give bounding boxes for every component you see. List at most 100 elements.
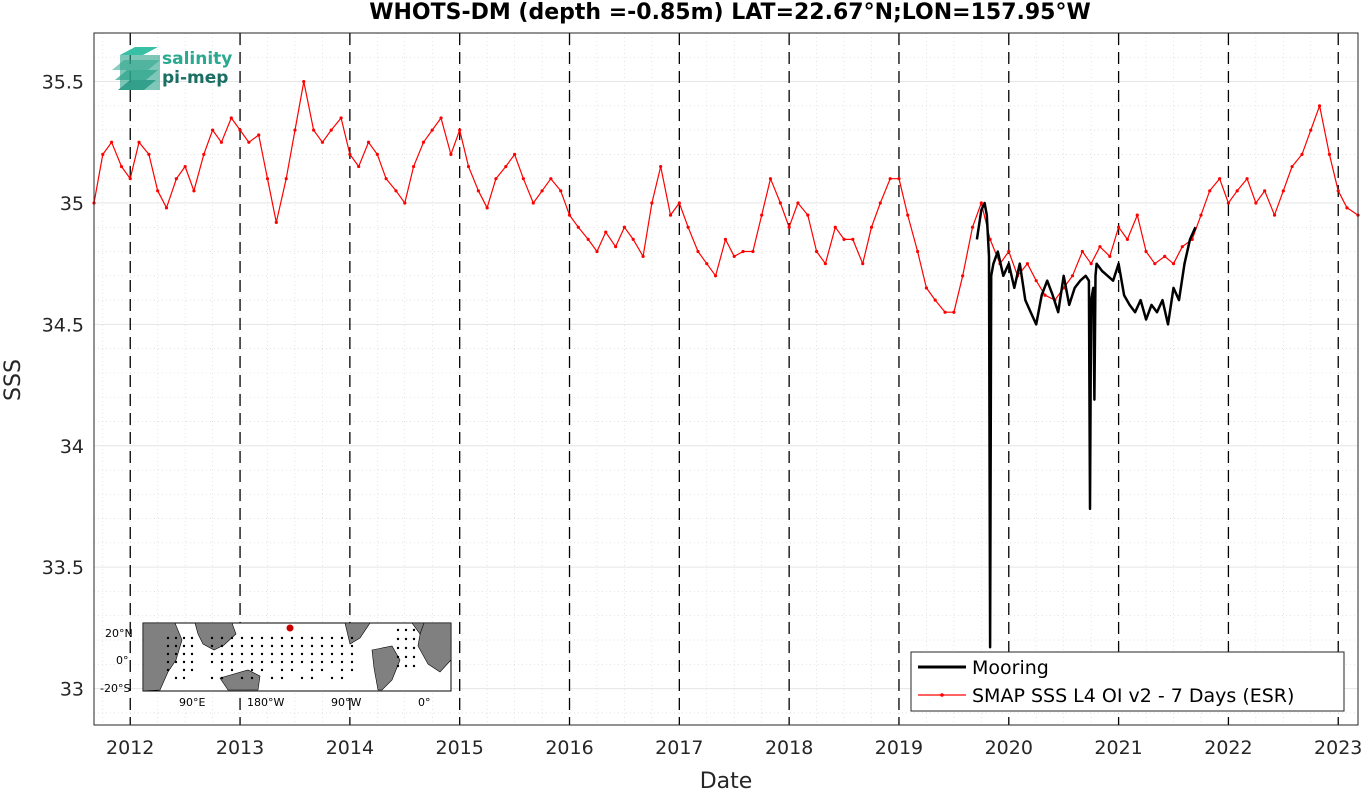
data-point-smap — [1309, 128, 1313, 132]
inset-mooring-dot — [396, 628, 400, 632]
inset-mooring-dot — [250, 660, 254, 664]
data-point-smap — [943, 310, 947, 314]
data-point-smap — [833, 225, 837, 229]
data-point-smap — [924, 286, 929, 290]
data-point-smap — [549, 177, 553, 181]
data-point-smap — [238, 128, 242, 132]
inset-mooring-dot — [340, 636, 344, 640]
inset-mooring-dot — [396, 637, 400, 641]
data-point-smap — [888, 177, 892, 181]
y-tick-label: 34.5 — [42, 314, 84, 336]
data-point-smap — [576, 225, 580, 229]
data-point-smap — [751, 249, 755, 254]
data-point-smap — [101, 152, 105, 157]
inset-mooring-dot — [250, 652, 254, 656]
data-point-smap — [1108, 254, 1112, 258]
data-point-smap — [394, 189, 398, 193]
inset-mooring-dot — [166, 644, 170, 648]
inset-mooring-dot — [404, 628, 408, 632]
data-point-smap — [732, 254, 736, 258]
inset-mooring-dot — [290, 660, 294, 664]
x-tick-label: 2021 — [1094, 737, 1142, 759]
inset-mooring-dot — [220, 644, 224, 648]
data-point-smap — [1263, 189, 1267, 193]
inset-mooring-dot — [182, 636, 186, 640]
data-point-smap — [567, 213, 572, 217]
inset-mooring-dot — [310, 676, 314, 680]
inset-mooring-dot — [270, 660, 274, 664]
data-point-smap — [604, 230, 608, 234]
inset-mooring-dot — [320, 636, 324, 640]
data-point-smap — [1290, 164, 1294, 169]
inset-mooring-dot — [290, 644, 294, 648]
inset-mooring-dot — [310, 644, 314, 648]
inset-mooring-dot — [230, 652, 234, 656]
inset-mooring-dot — [350, 636, 354, 640]
data-point-smap — [211, 128, 215, 132]
x-tick-label: 2023 — [1314, 737, 1362, 759]
data-point-smap — [1153, 262, 1157, 266]
data-point-smap — [439, 116, 443, 120]
inset-mooring-dot — [190, 668, 194, 672]
inset-mooring-dot — [290, 636, 294, 640]
data-point-smap — [137, 140, 141, 144]
y-tick-label: 35.5 — [42, 72, 84, 94]
data-point-smap — [128, 177, 132, 181]
inset-mooring-dot — [210, 636, 214, 640]
data-point-smap — [559, 189, 563, 193]
inset-mooring-dot — [166, 668, 170, 672]
data-point-smap — [430, 128, 434, 132]
inset-mooring-dot — [300, 652, 304, 656]
data-point-smap — [861, 262, 865, 266]
inset-mooring-dot — [350, 652, 354, 656]
data-point-smap — [202, 152, 206, 157]
x-tick-label: 2012 — [106, 737, 154, 759]
data-point-smap — [147, 152, 151, 157]
data-point-smap — [192, 189, 196, 193]
x-tick-label: 2014 — [326, 737, 374, 759]
data-point-smap — [375, 152, 379, 157]
inset-mooring-dot — [182, 644, 186, 648]
data-point-smap — [1336, 189, 1340, 193]
data-point-smap — [521, 177, 525, 181]
inset-mooring-dot — [310, 652, 314, 656]
inset-mooring-dot — [330, 636, 334, 640]
data-point-smap — [614, 245, 618, 249]
data-point-smap — [1300, 152, 1304, 157]
plot-area — [94, 33, 1358, 725]
data-point-smap — [494, 177, 498, 181]
inset-mooring-dot — [174, 652, 178, 656]
salinity-pi-mep-logo: salinity pi-mep — [112, 47, 232, 90]
data-point-smap — [1226, 201, 1231, 205]
data-point-smap — [696, 249, 700, 254]
inset-lat-label-1: 20°N — [105, 627, 133, 640]
x-tick-label: 2017 — [655, 737, 703, 759]
series-lines — [92, 79, 1360, 649]
inset-mooring-dot — [166, 636, 170, 640]
data-point-smap — [1144, 249, 1148, 254]
data-point-smap — [631, 237, 635, 241]
inset-mooring-dot — [174, 676, 178, 680]
inset-mooring-dot — [320, 668, 324, 672]
inset-mooring-dot — [174, 660, 178, 664]
legend-box — [910, 651, 1345, 712]
inset-lon-label-3: 90°W — [331, 696, 361, 709]
data-point-smap — [1070, 274, 1075, 278]
inset-map: 20°N 0° -20°S 90°E 180°W 90°W 0° — [100, 622, 452, 709]
inset-mooring-dot — [260, 644, 264, 648]
inset-mooring-dot — [300, 644, 304, 648]
y-tick-label: 34 — [60, 436, 84, 458]
data-point-smap — [806, 213, 810, 217]
data-point-smap — [659, 164, 663, 169]
data-point-smap — [421, 140, 426, 144]
data-point-smap — [1135, 213, 1139, 217]
data-point-smap — [970, 225, 975, 229]
data-point-smap — [878, 201, 882, 205]
data-point-smap — [787, 225, 791, 229]
inset-mooring-dot — [190, 652, 194, 656]
data-point-smap — [796, 201, 800, 205]
inset-mooring-dot — [250, 636, 254, 640]
data-point-smap — [778, 201, 782, 205]
inset-mooring-dot — [166, 652, 170, 656]
inset-mooring-dot — [300, 636, 304, 640]
